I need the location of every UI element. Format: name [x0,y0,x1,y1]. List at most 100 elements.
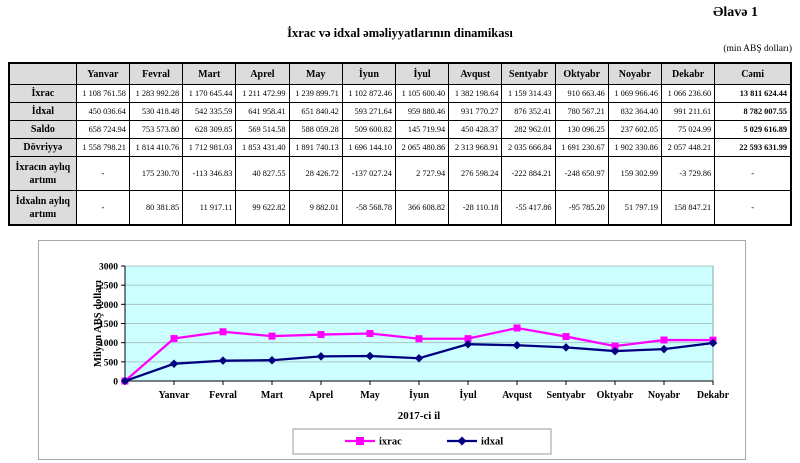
y-tick-label: 500 [104,358,119,368]
table-row: Saldo 658 724.94 753 573.80 628 309.85 569 5… [8,120,792,139]
value-cell: -222 884.21 [501,156,556,191]
value-cell: 542 335.59 [182,102,237,121]
column-header-avqust: Avqust [448,62,503,85]
value-cell: - [75,190,130,226]
value-cell: 1 902 330.86 [607,138,662,157]
column-header-aprel: Aprel [235,62,290,85]
value-cell: 1 239 899.71 [288,84,343,103]
y-tick-label: 2500 [99,282,118,292]
legend-marker-square [356,437,364,445]
y-axis-title: Milyon ABŞ dolları [93,280,104,367]
marker-diamond-idxal [463,339,473,349]
marker-diamond-idxal [316,352,326,361]
value-cell: - [714,190,792,226]
x-axis-title: 2017-ci il [398,410,440,422]
value-cell: 931 770.27 [448,102,503,121]
page-title: İxrac və idxal əməliyyatlarının dinamika… [287,26,513,40]
x-tick-label: Aprel [309,390,333,401]
value-cell: 276 598.24 [448,156,503,191]
value-cell: 651 840.42 [288,102,343,121]
value-cell: 237 602.05 [607,120,662,139]
value-cell: 40 827.55 [235,156,290,191]
value-cell: 80 381.85 [128,190,184,226]
x-tick-label: Oktyabr [597,390,634,401]
value-cell: 75 024.99 [660,120,716,139]
marker-square-ixrac [170,334,178,342]
column-header-sentyabr: Sentyabr [501,62,556,85]
value-cell: 366 608.82 [394,190,450,226]
value-cell: -55 417.86 [501,190,556,226]
value-cell: -248 650.97 [554,156,609,191]
corner-cell [8,62,77,85]
unit-note: (min ABŞ dolları) [723,44,792,54]
value-cell: 1 069 966.46 [607,84,662,103]
row-label-cell: İxracın aylıq artımı [8,156,77,191]
value-cell: 159 302.99 [607,156,662,191]
marker-square-ixrac [366,329,374,337]
value-cell: 530 418.48 [128,102,184,121]
value-cell: 51 797.19 [607,190,662,226]
x-tick-label: Noyabr [648,390,681,401]
x-tick-label: Avqust [502,390,532,401]
value-cell: 910 663.46 [554,84,609,103]
column-header-fevral: Fevral [128,62,184,85]
value-cell: 1 066 236.60 [660,84,716,103]
marker-square-ixrac [611,342,619,350]
value-cell: 1 853 431.40 [235,138,290,157]
marker-square-ixrac [268,332,276,340]
x-tick-label: Fevral [209,390,237,401]
value-cell: 1 558 798.21 [75,138,130,157]
line-chart: 0 500 1000 1500 2000 2500 3000 Yanvar Fevral Mart… [38,240,746,460]
value-cell: 588 059.28 [288,120,343,139]
value-cell: 2 065 480.86 [394,138,450,157]
value-cell: 158 847.21 [660,190,716,226]
value-cell: 145 719.94 [394,120,450,139]
value-cell: 2 727.94 [394,156,450,191]
row-label-cell: İdxal [8,102,77,121]
value-cell: 99 622.82 [235,190,290,226]
marker-diamond-idxal [218,356,228,365]
value-cell: 1 283 992.28 [128,84,184,103]
column-header-yanvar: Yanvar [75,62,130,85]
marker-square-ixrac [513,324,521,332]
y-tick-label: 1500 [99,320,118,330]
value-cell: 753 573.80 [128,120,184,139]
value-cell: -28 110.18 [448,190,503,226]
column-header-noyabr: Noyabr [607,62,662,85]
marker-square-ixrac [660,336,668,344]
value-cell: -95 785.20 [554,190,609,226]
value-cell: 282 962.01 [501,120,556,139]
row-label-cell: Dövriyyə [8,138,77,157]
value-cell: 1 211 472.99 [235,84,290,103]
value-cell: 832 364.40 [607,102,662,121]
y-tick-label: 2000 [99,301,118,311]
table-row: İdxalın aylıq artımı -80 381.85 11 917.11 9… [8,190,792,226]
value-cell: 628 309.85 [182,120,237,139]
value-cell: 959 880.46 [394,102,450,121]
value-cell: 1 102 872.46 [341,84,396,103]
value-cell: 450 036.64 [75,102,130,121]
value-cell: 780 567.21 [554,102,609,121]
table-body: İxrac 1 108 761.58 1 283 992.28 1 170 645.4… [8,84,792,226]
value-cell: 130 096.25 [554,120,609,139]
value-cell: 991 211.61 [660,102,716,121]
column-header-i̇yul: İyul [394,62,450,85]
value-cell: - [75,156,130,191]
value-cell: 13 811 624.44 [714,84,792,103]
value-cell: 1 891 740.13 [288,138,343,157]
table-row: İxrac 1 108 761.58 1 283 992.28 1 170 645.4… [8,84,792,103]
value-cell: 9 882.01 [288,190,343,226]
value-cell: 1 108 761.58 [75,84,130,103]
legend-label-ixrac: ixrac [379,437,402,448]
x-tick-label: May [360,390,379,401]
marker-diamond-idxal [120,376,130,386]
value-cell: 569 514.58 [235,120,290,139]
value-cell: -3 729.86 [660,156,716,191]
table-header: Yanvar Fevral Mart Aprel May İyun İyul Avqust Se… [8,62,792,85]
value-cell: 1 170 645.44 [182,84,237,103]
value-cell: 11 917.11 [182,190,237,226]
marker-diamond-idxal [365,351,375,361]
value-cell: -113 346.83 [182,156,237,191]
column-header-oktyabr: Oktyabr [554,62,609,85]
